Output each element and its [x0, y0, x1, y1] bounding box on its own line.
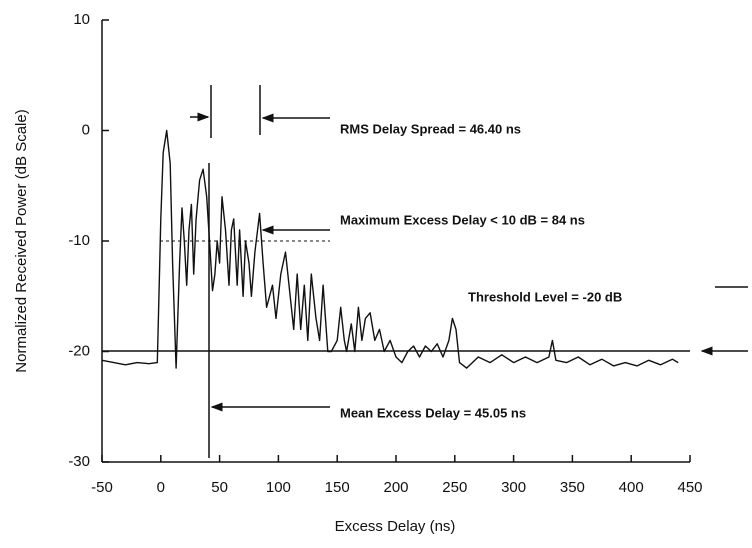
trace: [101, 129, 679, 369]
x-tick-label: 50: [211, 479, 228, 496]
x-tick-label: 100: [266, 479, 291, 496]
x-tick-label: 350: [560, 479, 585, 496]
x-tick-label: 300: [501, 479, 526, 496]
y-tick-label: -30: [68, 453, 90, 470]
annotation: Threshold Level = -20 dB: [468, 289, 622, 304]
x-tick-label: 150: [325, 479, 350, 496]
y-tick-label: -10: [68, 232, 90, 249]
x-tick-label: 0: [157, 479, 165, 496]
x-tick-label: -50: [91, 479, 113, 496]
x-tick-label: 250: [442, 479, 467, 496]
x-axis-label: Excess Delay (ns): [335, 518, 456, 535]
x-tick-label: 400: [619, 479, 644, 496]
annotation: Maximum Excess Delay < 10 dB = 84 ns: [340, 212, 585, 227]
y-tick-label: 10: [73, 11, 90, 28]
y-tick-label: 0: [82, 121, 90, 138]
x-tick-label: 200: [383, 479, 408, 496]
y-tick-label: -20: [68, 342, 90, 359]
x-tick-label: 450: [677, 479, 702, 496]
annotation: Mean Excess Delay = 45.05 ns: [340, 405, 526, 420]
annotation: RMS Delay Spread = 46.40 ns: [340, 121, 521, 136]
y-axis-label: Normalized Received Power (dB Scale): [13, 109, 30, 372]
